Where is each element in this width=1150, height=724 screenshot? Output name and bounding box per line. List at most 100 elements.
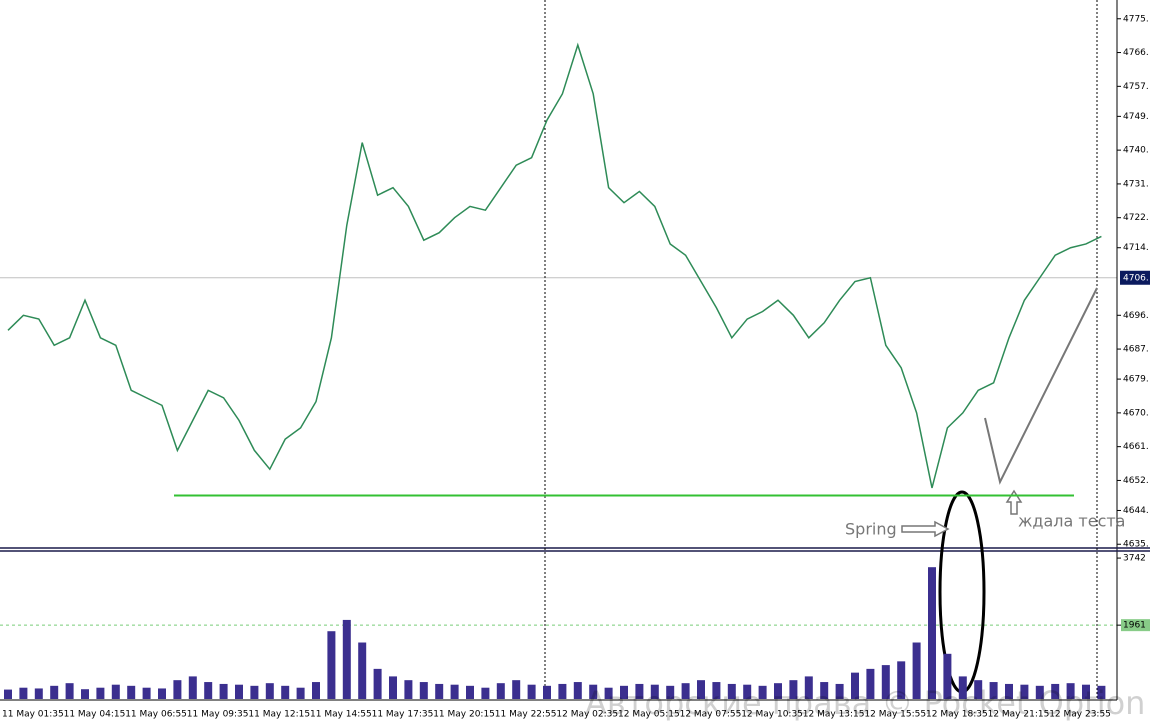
current-price-box: [1120, 270, 1150, 285]
volume-bar: [820, 682, 829, 699]
volume-bar: [512, 680, 521, 699]
tick-label-box: [1121, 619, 1150, 632]
volume-bar: [342, 619, 351, 699]
y-tick-label: 4652.: [1123, 476, 1149, 486]
arrow-up: [1005, 489, 1023, 515]
volume-bar: [111, 684, 120, 699]
volume-bar: [404, 680, 413, 699]
volume-bar: [589, 684, 598, 699]
y-tick-label: 4661.: [1123, 442, 1149, 452]
x-tick-label: 12 May 05:15: [618, 710, 680, 720]
x-tick-label: 11 May 01:35: [2, 710, 64, 720]
y-tick-label: 4714.: [1123, 243, 1149, 253]
volume-bar: [943, 653, 952, 699]
volume-bar: [758, 685, 767, 699]
volume-bar: [912, 642, 921, 699]
x-tick-label: 11 May 04:15: [64, 710, 126, 720]
volume-bar: [604, 687, 613, 699]
y-tick-label: 4644.: [1123, 506, 1149, 516]
volume-bar: [312, 682, 320, 699]
volume-bar: [743, 684, 752, 699]
volume-bar: [327, 631, 336, 699]
volume-bar: [712, 682, 721, 699]
volume-bar: [851, 672, 859, 699]
volume-bar: [527, 684, 536, 699]
y-tick-label: 4670.: [1123, 408, 1149, 418]
volume-bar: [127, 685, 136, 699]
volume-bar: [666, 685, 675, 699]
x-tick-label: 11 May 06:55: [125, 710, 187, 720]
y-tick-label: 4687.: [1123, 345, 1149, 355]
arrow-right: [901, 520, 950, 538]
volume-bar: [389, 676, 397, 699]
volume-bar: [65, 683, 74, 699]
x-tick-label: 12 May 10:35: [741, 710, 803, 720]
volume-bar: [1035, 685, 1044, 699]
volume-bar: [573, 682, 582, 699]
volume-bar: [142, 687, 151, 699]
projection-line: [984, 287, 1098, 485]
volume-bar: [1005, 683, 1013, 699]
volume-bar: [958, 676, 967, 699]
volume-bar: [158, 688, 166, 699]
volume-bar: [19, 687, 28, 699]
x-tick-label: 12 May 23:55: [1049, 710, 1111, 720]
x-tick-label: 11 May 17:35: [372, 710, 434, 720]
x-tick-label: 11 May 09:35: [187, 710, 249, 720]
volume-bar: [543, 685, 551, 699]
volume-bar: [697, 680, 705, 699]
volume-bar: [1051, 683, 1060, 699]
volume-bar: [34, 688, 43, 699]
volume-bar: [419, 682, 428, 699]
annotation: ждала теста: [1018, 512, 1125, 531]
volume-bar: [1020, 684, 1029, 699]
x-tick-label: 11 May 12:15: [248, 710, 310, 720]
volume-bar: [96, 687, 105, 699]
watermark: Авторские права © Pocket Option: [585, 684, 1145, 722]
volume-bar: [358, 642, 367, 699]
volume-bar: [466, 685, 474, 699]
x-tick-label: 12 May 02:35: [556, 710, 618, 720]
y-tick-label: 3742: [1123, 554, 1146, 564]
volume-bar: [866, 668, 875, 699]
y-tick-label: 4722.: [1123, 213, 1149, 223]
volume-bar: [435, 683, 444, 699]
y-tick-label: 4740.: [1123, 146, 1149, 156]
volume-bar: [681, 683, 690, 699]
volume-bar: [620, 685, 628, 699]
x-tick-label: 11 May 14:55: [310, 710, 372, 720]
volume-bar: [789, 680, 798, 699]
price-line: [7, 42, 1102, 489]
volume-bar: [296, 687, 305, 699]
annotation: Spring: [845, 520, 897, 539]
x-tick-label: 12 May 15:55: [864, 710, 926, 720]
volume-bar: [188, 676, 197, 699]
volume-bar: [81, 689, 89, 699]
volume-bar: [235, 684, 243, 699]
volume-bar: [173, 680, 182, 699]
y-tick-label: 1961: [1123, 621, 1146, 631]
volume-bar: [835, 683, 844, 699]
volume-bar: [974, 680, 983, 699]
volume-bar: [219, 683, 228, 699]
x-tick-label: 12 May 18:35: [926, 710, 988, 720]
y-tick-label: 4696.: [1123, 311, 1149, 321]
x-tick-label: 12 May 21:15: [988, 710, 1050, 720]
y-tick-label: 4679.: [1123, 375, 1149, 385]
y-tick-label: 4766.: [1123, 48, 1149, 58]
volume-bar: [4, 689, 12, 699]
volume-bar: [450, 684, 459, 699]
volume-bar: [204, 682, 213, 699]
volume-bar: [1082, 684, 1090, 699]
x-tick-label: 11 May 22:55: [495, 710, 557, 720]
volume-bar: [881, 665, 890, 699]
volume-bar: [1066, 683, 1075, 699]
y-tick-label: 4757.: [1123, 82, 1149, 92]
volume-bar: [650, 684, 659, 699]
volume-bar: [250, 685, 259, 699]
y-tick-label: 4731.: [1123, 179, 1149, 189]
volume-bar: [727, 683, 736, 699]
volume-bar: [558, 683, 567, 699]
volume-bar: [496, 683, 505, 699]
